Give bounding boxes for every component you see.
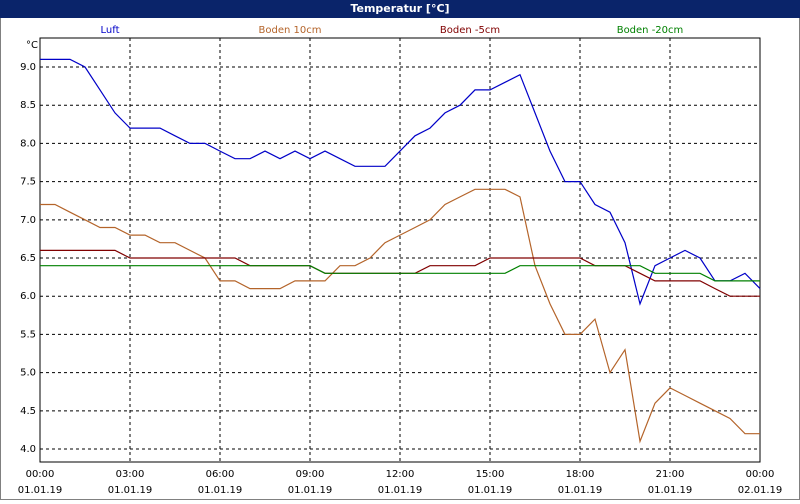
x-tick-label: 18:00 <box>566 469 595 480</box>
x-tick-date: 01.01.19 <box>108 485 153 496</box>
series-line <box>40 188 760 444</box>
y-tick-label: 8.5 <box>20 100 36 111</box>
y-tick-label: 7.5 <box>20 177 36 188</box>
x-tick-date: 01.01.19 <box>18 485 63 496</box>
y-tick-label: 7.0 <box>20 215 36 226</box>
y-tick-label: 4.5 <box>20 406 36 417</box>
x-tick-label: 15:00 <box>476 469 505 480</box>
y-tick-label: 8.0 <box>20 138 36 149</box>
x-tick-label: 12:00 <box>386 469 415 480</box>
x-tick-date: 01.01.19 <box>558 485 603 496</box>
x-tick-label: 00:00 <box>746 469 775 480</box>
x-tick-label: 09:00 <box>296 469 325 480</box>
x-tick-date: 01.01.19 <box>198 485 243 496</box>
x-tick-label: 00:00 <box>26 469 55 480</box>
legend-entry: Boden -5cm <box>440 25 500 36</box>
x-tick-label: 03:00 <box>116 469 145 480</box>
y-tick-label: 5.0 <box>20 368 36 379</box>
legend-entry: Boden 10cm <box>259 25 322 36</box>
x-tick-date: 01.01.19 <box>288 485 333 496</box>
chart-title: Temperatur [°C] <box>350 2 449 15</box>
x-tick-date: 01.01.19 <box>468 485 513 496</box>
y-tick-label: 4.0 <box>20 444 36 455</box>
series-line <box>40 265 760 282</box>
legend-entry: Luft <box>101 25 120 36</box>
x-tick-date: 01.01.19 <box>648 485 693 496</box>
legend-entry: Boden -20cm <box>617 25 684 36</box>
x-tick-date: 01.01.19 <box>378 485 423 496</box>
y-tick-label: 9.0 <box>20 62 36 73</box>
x-tick-label: 06:00 <box>206 469 235 480</box>
y-unit: °C <box>26 40 38 51</box>
x-tick-date: 02.01.19 <box>738 485 783 496</box>
title-bar <box>0 0 800 18</box>
x-tick-label: 21:00 <box>656 469 685 480</box>
y-tick-label: 5.5 <box>20 329 36 340</box>
series-line <box>40 58 761 306</box>
y-tick-label: 6.0 <box>20 291 36 302</box>
y-tick-label: 6.5 <box>20 253 36 264</box>
